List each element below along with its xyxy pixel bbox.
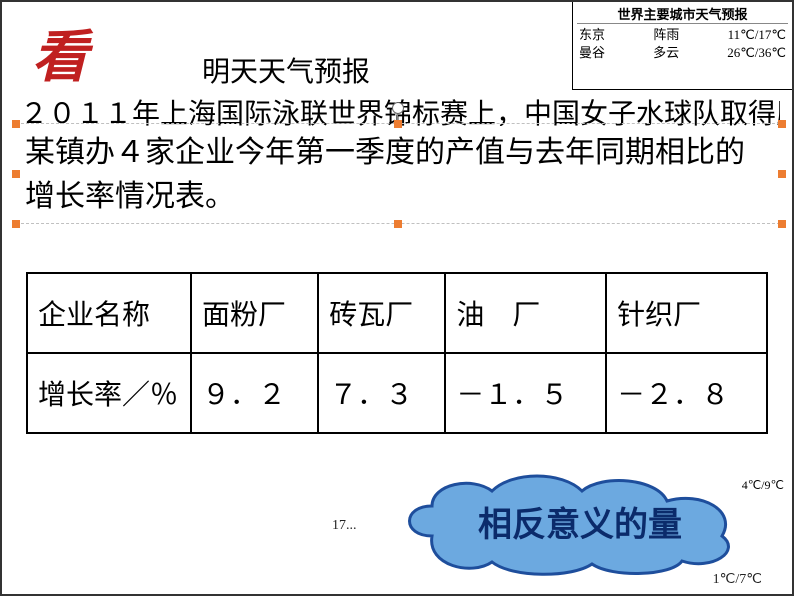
- table-cell: 针织厂: [606, 273, 767, 353]
- resize-handle[interactable]: [394, 220, 402, 228]
- world-weather: 阵雨: [653, 26, 679, 44]
- table-row: 增长率／％ ９．２ ７．３ －１．５ －２．８: [27, 353, 767, 433]
- table-row: 企业名称 面粉厂 砖瓦厂 油 厂 针织厂: [27, 273, 767, 353]
- world-cities-box: 世界主要城市天气预报 东京 阵雨 11℃/17℃ 曼谷 多云 26℃/36℃: [572, 2, 792, 90]
- table-cell: 砖瓦厂: [318, 273, 445, 353]
- main-text: 某镇办４家企业今年第一季度的产值与去年同期相比的增长率情况表。: [17, 127, 779, 223]
- resize-handle[interactable]: [12, 170, 20, 178]
- growth-table: 企业名称 面粉厂 砖瓦厂 油 厂 针织厂 增长率／％ ９．２ ７．３ －１．５ …: [26, 272, 768, 434]
- world-title: 世界主要城市天气预报: [577, 4, 788, 24]
- table-cell: －２．８: [606, 353, 767, 433]
- resize-handle[interactable]: [12, 220, 20, 228]
- resize-handle[interactable]: [394, 120, 402, 128]
- kan-character: 看: [32, 12, 88, 93]
- table-cell: ７．３: [318, 353, 445, 433]
- world-temp: 26℃/36℃: [727, 44, 786, 62]
- world-row: 曼谷 多云 26℃/36℃: [577, 44, 788, 62]
- table-cell: 油 厂: [445, 273, 606, 353]
- forecast-title: 明天天气预报: [202, 50, 370, 90]
- cloud-label: 相反意义的量: [430, 497, 730, 546]
- world-weather: 多云: [653, 44, 679, 62]
- table-cell: 面粉厂: [191, 273, 318, 353]
- world-row: 东京 阵雨 11℃/17℃: [577, 26, 788, 44]
- resize-handle[interactable]: [778, 170, 786, 178]
- bg-fragment: 17...: [332, 518, 357, 534]
- rotate-handle[interactable]: [392, 102, 404, 114]
- resize-handle[interactable]: [778, 120, 786, 128]
- world-temp: 11℃/17℃: [728, 26, 786, 44]
- world-city: 曼谷: [579, 44, 605, 62]
- resize-handle[interactable]: [778, 220, 786, 228]
- resize-handle[interactable]: [12, 120, 20, 128]
- table-cell: －１．５: [445, 353, 606, 433]
- main-text-box[interactable]: 某镇办４家企业今年第一季度的产值与去年同期相比的增长率情况表。: [16, 126, 780, 222]
- table-cell: ９．２: [191, 353, 318, 433]
- table-cell: 企业名称: [27, 273, 191, 353]
- table-cell: 增长率／％: [27, 353, 191, 433]
- world-city: 东京: [579, 26, 605, 44]
